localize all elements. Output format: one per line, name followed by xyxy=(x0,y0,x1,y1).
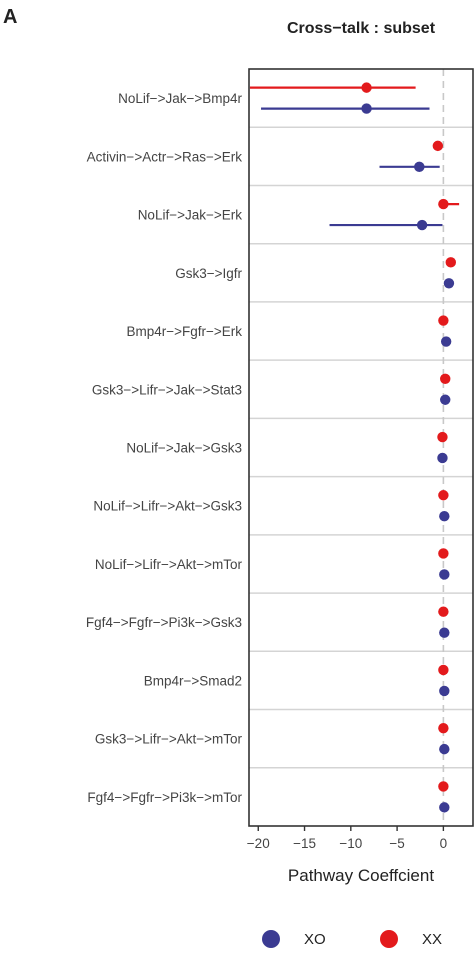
y-tick-label: NoLif−>Lifr−>Akt−>Gsk3 xyxy=(93,499,242,514)
point-xx xyxy=(438,781,449,792)
x-tick-label: 0 xyxy=(440,836,448,851)
point-xo xyxy=(437,452,448,464)
point-xo xyxy=(439,743,450,755)
y-tick-label: Activin−>Actr−>Ras−>Erk xyxy=(87,149,243,164)
point-xx xyxy=(438,490,449,501)
point-xo xyxy=(414,161,425,173)
point-xx xyxy=(438,606,449,617)
point-xx xyxy=(438,722,449,734)
point-xo xyxy=(440,336,452,347)
data-marks xyxy=(249,82,460,813)
y-tick-label: Fgf4−>Fgfr−>Pi3k−>mTor xyxy=(87,790,242,805)
y-tick-label: Gsk3−>Lifr−>Jak−>Stat3 xyxy=(92,382,242,397)
panel-background xyxy=(249,69,473,826)
category-gridlines xyxy=(249,126,473,769)
point-xx xyxy=(432,140,444,152)
point-xx xyxy=(437,431,448,443)
x-tick-label: −15 xyxy=(293,836,316,851)
point-xo xyxy=(439,511,450,522)
y-tick-label: NoLif−>Jak−>Bmp4r xyxy=(118,91,242,106)
plot-panel xyxy=(249,69,473,826)
plot-frame xyxy=(248,68,474,827)
x-axis-label: Pathway Coeffcient xyxy=(287,866,435,885)
point-xx xyxy=(438,315,449,326)
y-tick-label: Fgf4−>Fgfr−>Pi3k−>Gsk3 xyxy=(86,615,242,630)
x-axis-ticks: −20 −15 −10 −5 0 xyxy=(247,826,447,851)
y-tick-label: Gsk3−>Igfr xyxy=(175,266,242,281)
point-xx xyxy=(440,373,451,384)
y-tick-labels: NoLif−>Jak−>Bmp4r Activin−>Actr−>Ras−>Erk… xyxy=(86,91,243,805)
point-xo xyxy=(443,278,455,289)
x-tick-label: −10 xyxy=(339,836,362,851)
point-xo xyxy=(361,103,372,114)
point-xx xyxy=(361,82,372,93)
y-tick-label: Bmp4r−>Smad2 xyxy=(144,673,242,688)
point-xx xyxy=(438,548,449,559)
point-xo xyxy=(439,627,450,638)
y-tick-label: NoLif−>Lifr−>Akt−>mTor xyxy=(95,557,243,572)
y-tick-label: Bmp4r−>Fgfr−>Erk xyxy=(126,324,242,339)
y-tick-label: NoLif−>Jak−>Erk xyxy=(138,208,243,223)
point-xo xyxy=(439,569,450,580)
y-tick-label: NoLif−>Jak−>Gsk3 xyxy=(126,441,242,456)
point-xo xyxy=(416,219,428,231)
x-tick-label: −20 xyxy=(247,836,270,851)
point-xx xyxy=(438,664,449,676)
panel-border xyxy=(248,68,474,827)
chart-title: Cross−talk : subset xyxy=(286,20,436,37)
point-xo xyxy=(439,685,450,697)
x-tick-label: −5 xyxy=(389,836,404,851)
point-xo xyxy=(440,394,451,405)
y-tick-label: Gsk3−>Lifr−>Akt−>mTor xyxy=(95,732,243,747)
point-xx xyxy=(445,257,456,268)
point-xx xyxy=(438,198,449,210)
point-xo xyxy=(439,802,450,813)
panel-letter: A xyxy=(3,6,18,28)
